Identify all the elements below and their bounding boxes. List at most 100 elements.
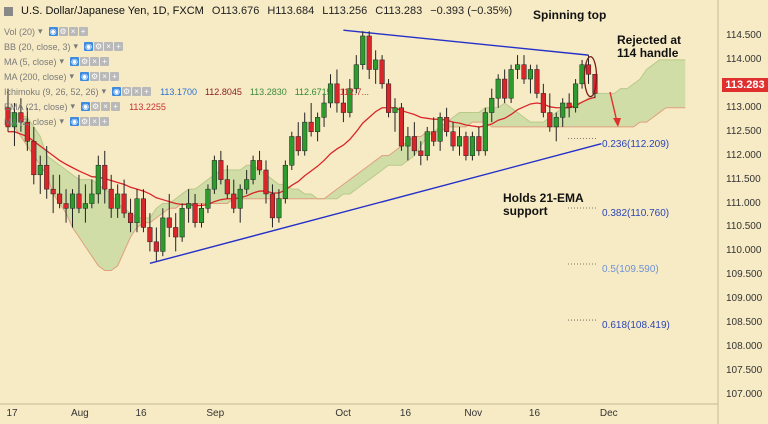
indicator-value: 113.2830 (249, 86, 287, 97)
indicator-row[interactable]: EMA (21, close) ▾ ◉ ⚙ × +113.2255 (4, 101, 166, 112)
settings-icon[interactable]: ⚙ (58, 27, 68, 36)
candle-body (218, 160, 224, 180)
close-icon[interactable]: × (90, 117, 100, 126)
eye-icon[interactable]: ◉ (112, 87, 122, 96)
fib-label: 0.5(109.590) (602, 264, 659, 275)
price-tick: 112.500 (726, 125, 762, 137)
eye-icon[interactable]: ◉ (48, 27, 58, 36)
caret-down-icon[interactable]: ▾ (101, 86, 107, 96)
upper-trend-line (343, 29, 589, 56)
candle-body (327, 83, 334, 104)
candle-body (18, 112, 24, 123)
more-icon[interactable]: + (100, 117, 110, 126)
caret-down-icon[interactable]: ▾ (59, 56, 65, 66)
symbol-header: U.S. Dollar/Japanese Yen, 1D, FXCM O113.… (4, 5, 512, 17)
candle-body (31, 141, 37, 176)
indicator-label: MA (2, close) (4, 116, 57, 127)
eye-icon[interactable]: ◉ (81, 102, 91, 111)
candle-body (482, 112, 488, 152)
annotation-spinning-top: Spinning top (533, 8, 607, 22)
caret-down-icon[interactable]: ▾ (69, 71, 75, 81)
eye-icon[interactable]: ◉ (80, 72, 90, 81)
time-tick: Nov (464, 408, 483, 419)
close-icon[interactable]: × (101, 102, 111, 111)
candle-body (289, 136, 295, 166)
fib-label: 0.618(108.419) (602, 320, 670, 332)
caret-down-icon[interactable]: ▾ (73, 41, 79, 51)
candle-body (534, 69, 540, 94)
more-icon[interactable]: + (110, 72, 120, 81)
indicator-row[interactable]: BB (20, close, 3) ▾ ◉ ⚙ × + (4, 41, 124, 52)
candle-body (44, 164, 50, 190)
more-icon[interactable]: + (78, 27, 88, 36)
candle-body (82, 203, 88, 209)
candle-body (373, 59, 379, 70)
close-icon[interactable]: × (68, 27, 78, 36)
candle-body (521, 64, 527, 80)
candle-body (321, 102, 327, 118)
candle-body (405, 136, 411, 147)
symbol-title: U.S. Dollar/Japanese Yen, 1D, FXCM (21, 5, 204, 17)
last-price-label: 113.283 (722, 78, 768, 92)
time-tick: 16 (135, 408, 147, 419)
eye-icon[interactable]: ◉ (84, 42, 94, 51)
candle-body (166, 217, 172, 228)
candle-body (592, 74, 598, 94)
indicator-value: 112.7... (339, 86, 369, 97)
close-icon[interactable]: × (132, 87, 142, 96)
candle-body (444, 117, 450, 132)
settings-icon[interactable]: ⚙ (90, 72, 100, 81)
candle-body (205, 188, 211, 209)
price-tick: 113.000 (726, 101, 762, 113)
indicator-row[interactable]: MA (5, close) ▾ ◉ ⚙ × + (4, 56, 110, 67)
eye-icon[interactable]: ◉ (70, 117, 80, 126)
candle-body (547, 112, 553, 128)
candle-body (224, 179, 230, 195)
menu-icon[interactable] (4, 6, 13, 16)
more-icon[interactable]: + (114, 42, 124, 51)
indicator-row[interactable]: MA (200, close) ▾ ◉ ⚙ × + (4, 71, 120, 82)
caret-down-icon[interactable]: ▾ (59, 116, 65, 126)
indicator-row[interactable]: Ichimoku (9, 26, 52, 26) ▾ ◉ ⚙ × +113.1700 112… (4, 86, 369, 97)
indicator-row[interactable]: Vol (20) ▾ ◉ ⚙ × + (4, 26, 88, 37)
settings-icon[interactable]: ⚙ (122, 87, 132, 96)
candle-body (173, 227, 179, 238)
indicator-value: 113.2255 (129, 101, 166, 112)
settings-icon[interactable]: ⚙ (80, 117, 90, 126)
candle-body (508, 69, 514, 99)
more-icon[interactable]: + (142, 87, 152, 96)
settings-icon[interactable]: ⚙ (94, 42, 104, 51)
cloud-span-b (7, 107, 686, 272)
candle-body (250, 160, 256, 180)
price-tick: 110.000 (726, 245, 762, 257)
close-icon[interactable]: × (100, 72, 110, 81)
candle-body (560, 102, 566, 118)
close-icon[interactable]: × (90, 57, 100, 66)
candle-body (276, 198, 282, 219)
time-tick: 16 (399, 408, 412, 419)
candle-body (386, 83, 392, 113)
candle-body (353, 64, 359, 89)
candle-body (476, 136, 482, 152)
close-icon[interactable]: × (104, 42, 114, 51)
settings-icon[interactable]: ⚙ (91, 102, 101, 111)
price-tick: 114.000 (726, 53, 762, 65)
caret-down-icon[interactable]: ▾ (38, 26, 43, 36)
caret-down-icon[interactable]: ▾ (70, 101, 76, 111)
price-tick: 109.000 (726, 293, 763, 305)
candle-body (315, 117, 321, 132)
indicator-row[interactable]: MA (2, close) ▾ ◉ ⚙ × + (4, 116, 110, 127)
ohlc-change: −0.393 (−0.35%) (430, 5, 513, 17)
eye-icon[interactable]: ◉ (70, 57, 80, 66)
candle-body (237, 188, 243, 209)
more-icon[interactable]: + (111, 102, 121, 111)
more-icon[interactable]: + (100, 57, 110, 66)
candle-body (211, 160, 217, 190)
settings-icon[interactable]: ⚙ (80, 57, 90, 66)
price-tick: 107.500 (726, 365, 763, 377)
candle-body (121, 193, 127, 214)
candle-body (366, 35, 372, 70)
ohlc-open: O113.676 (211, 5, 260, 17)
price-tick: 111.000 (726, 197, 761, 209)
